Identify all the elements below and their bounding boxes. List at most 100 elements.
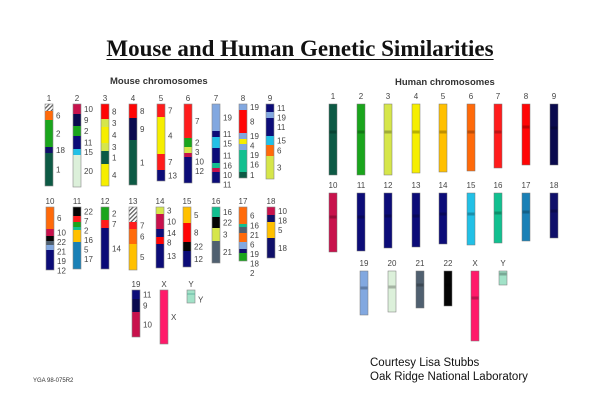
segment-label: 11 xyxy=(84,139,93,148)
chromosome-segment xyxy=(101,143,109,151)
credit: Courtesy Lisa Stubbs Oak Ridge National … xyxy=(370,356,528,384)
human-chromosome-label: 20 xyxy=(388,259,397,268)
chromosome-segment xyxy=(183,242,191,251)
chromosome-outline xyxy=(265,103,275,180)
chromosome-segment xyxy=(46,241,54,245)
chromosome-segment xyxy=(156,229,164,237)
chromosome-outline xyxy=(100,206,110,270)
chromosome-segment xyxy=(45,104,53,111)
segment-label: 3 xyxy=(195,148,200,157)
chromosome-segment xyxy=(157,104,165,117)
chromosome-segment xyxy=(45,153,53,186)
segment-label: 1 xyxy=(250,171,255,180)
human-chromosome xyxy=(438,192,448,245)
human-chromosome xyxy=(387,270,397,313)
chromosome-segment xyxy=(45,120,53,147)
segment-label: 5 xyxy=(278,226,283,235)
segment-label: 22 xyxy=(223,219,232,228)
mouse-chromosome-label: 16 xyxy=(212,197,221,206)
chromosome-segment xyxy=(239,104,247,110)
segment-label: 6 xyxy=(250,241,255,250)
segment-label: 16 xyxy=(223,162,232,171)
segment-label: 16 xyxy=(223,208,232,217)
human-chromosome xyxy=(359,270,369,316)
chromosome-segment xyxy=(45,147,53,153)
chromosome-segment xyxy=(157,154,165,170)
chromosome-segment xyxy=(129,118,137,140)
credit-name: Courtesy Lisa Stubbs xyxy=(370,357,480,369)
human-chromosome-label: 9 xyxy=(552,92,557,101)
mouse-chromosome-label: X xyxy=(161,280,167,289)
centromere xyxy=(471,296,479,300)
segment-label: 15 xyxy=(277,137,286,146)
human-chromosome-label: 18 xyxy=(550,181,559,190)
segment-label: 4 xyxy=(168,132,173,141)
chromosome-segment xyxy=(212,241,220,263)
segment-label: 19 xyxy=(223,114,232,123)
centromere xyxy=(550,209,558,213)
chromosome-outline xyxy=(72,103,82,188)
segment-label: 6 xyxy=(250,212,255,221)
centromere xyxy=(357,130,365,134)
segment-label: 3 xyxy=(112,143,117,152)
human-chromosome xyxy=(415,270,425,309)
chromosome-segment xyxy=(73,230,81,242)
mouse-chromosome-label: 3 xyxy=(103,94,108,103)
segment-label: 11 xyxy=(223,152,232,161)
centromere xyxy=(388,285,396,289)
chromosome-segment xyxy=(132,299,140,312)
segment-label: 18 xyxy=(56,146,65,155)
centromere xyxy=(329,130,337,134)
human-chromosome-label: 10 xyxy=(329,181,338,190)
chromosome-segment xyxy=(239,227,247,233)
chromosome-outline xyxy=(72,206,82,270)
segment-label: 22 xyxy=(194,243,203,252)
centromere xyxy=(494,130,502,134)
centromere xyxy=(384,214,392,218)
mouse-chromosome-label: 17 xyxy=(239,197,248,206)
chromosome-segment xyxy=(212,217,220,228)
segment-label: 2 xyxy=(56,130,61,139)
segment-label: 15 xyxy=(84,148,93,157)
human-chromosome xyxy=(470,270,480,342)
segment-label: 10 xyxy=(143,321,152,330)
chromosome-segment xyxy=(212,163,220,168)
mouse-chromosome-label: 7 xyxy=(214,94,219,103)
chromosome-segment xyxy=(212,131,220,137)
chromosome-segment xyxy=(157,117,165,154)
human-chromosome-label: X xyxy=(472,259,478,268)
chromosome-segment xyxy=(46,207,54,229)
chromosome-segment xyxy=(266,104,274,112)
segment-label: 3 xyxy=(277,164,282,173)
chromosome-segment xyxy=(73,222,81,227)
segment-label: 4 xyxy=(112,131,117,140)
segment-label: 13 xyxy=(167,252,176,261)
segment-label: 2 xyxy=(250,269,255,278)
segment-label: 18 xyxy=(278,217,287,226)
human-chromosome-label: 1 xyxy=(331,92,336,101)
centromere xyxy=(522,125,530,129)
chromosome-segment xyxy=(266,118,274,136)
mouse-chromosome-label: 19 xyxy=(132,280,141,289)
mouse-chromosome-label: 12 xyxy=(101,197,110,206)
chromosome-segment xyxy=(212,104,220,131)
chromosome-segment xyxy=(129,207,137,222)
chromosome-outline xyxy=(128,206,138,271)
figure-code: YGA 98-075R2 xyxy=(33,378,74,384)
segment-label: 2 xyxy=(84,227,89,236)
mouse-chromosome-label: 18 xyxy=(267,197,276,206)
human-chromosome xyxy=(498,270,508,286)
chromosome-segment xyxy=(73,114,81,126)
mouse-chromosome-label: 15 xyxy=(183,197,192,206)
chromosome-segment xyxy=(73,216,81,222)
segment-label: 13 xyxy=(168,172,177,181)
chromosome-segment xyxy=(101,228,109,269)
chromosome-segment xyxy=(46,229,54,236)
segment-label: 11 xyxy=(223,130,232,139)
human-chromosome-label: 12 xyxy=(384,181,393,190)
centromere xyxy=(416,283,424,287)
chromosome-segment xyxy=(129,244,137,270)
chromosome-segment xyxy=(129,222,137,229)
human-chromosome-label: 5 xyxy=(441,92,446,101)
